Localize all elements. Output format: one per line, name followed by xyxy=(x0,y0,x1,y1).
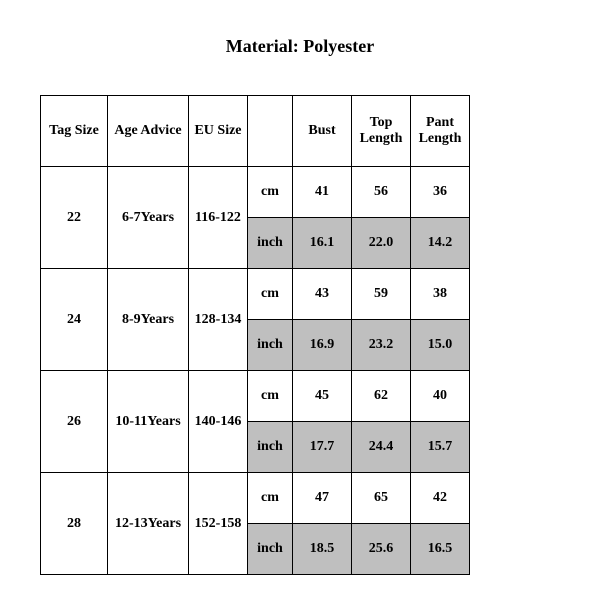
cell-top-inch: 24.4 xyxy=(352,422,411,473)
cell-tag: 24 xyxy=(41,269,108,371)
cell-top-cm: 56 xyxy=(352,167,411,218)
cell-unit-inch: inch xyxy=(248,320,293,371)
cell-pant-cm: 36 xyxy=(411,167,470,218)
cell-bust-cm: 47 xyxy=(293,473,352,524)
cell-pant-inch: 14.2 xyxy=(411,218,470,269)
cell-top-inch: 25.6 xyxy=(352,524,411,575)
cell-top-cm: 59 xyxy=(352,269,411,320)
cell-bust-inch: 18.5 xyxy=(293,524,352,575)
cell-bust-inch: 16.9 xyxy=(293,320,352,371)
cell-tag: 26 xyxy=(41,371,108,473)
title: Material: Polyester xyxy=(0,36,600,57)
cell-bust-cm: 41 xyxy=(293,167,352,218)
header-tag-size: Tag Size xyxy=(41,96,108,167)
cell-unit-inch: inch xyxy=(248,218,293,269)
cell-eu: 152-158 xyxy=(189,473,248,575)
cell-unit-cm: cm xyxy=(248,269,293,320)
cell-eu: 140-146 xyxy=(189,371,248,473)
cell-pant-inch: 15.0 xyxy=(411,320,470,371)
header-pant-length: Pant Length xyxy=(411,96,470,167)
cell-age: 10-11Years xyxy=(108,371,189,473)
header-top-length: Top Length xyxy=(352,96,411,167)
cell-top-inch: 23.2 xyxy=(352,320,411,371)
cell-top-cm: 62 xyxy=(352,371,411,422)
cell-pant-inch: 16.5 xyxy=(411,524,470,575)
header-age-advice: Age Advice xyxy=(108,96,189,167)
cell-bust-cm: 45 xyxy=(293,371,352,422)
table-row: 22 6-7Years 116-122 cm 41 56 36 xyxy=(41,167,470,218)
header-row: Tag Size Age Advice EU Size Bust Top Len… xyxy=(41,96,470,167)
header-eu-size: EU Size xyxy=(189,96,248,167)
table-row: 26 10-11Years 140-146 cm 45 62 40 xyxy=(41,371,470,422)
cell-unit-inch: inch xyxy=(248,524,293,575)
header-bust: Bust xyxy=(293,96,352,167)
cell-pant-cm: 38 xyxy=(411,269,470,320)
size-chart-table: Tag Size Age Advice EU Size Bust Top Len… xyxy=(40,95,470,575)
cell-top-cm: 65 xyxy=(352,473,411,524)
cell-top-inch: 22.0 xyxy=(352,218,411,269)
cell-pant-cm: 42 xyxy=(411,473,470,524)
cell-bust-cm: 43 xyxy=(293,269,352,320)
cell-unit-cm: cm xyxy=(248,167,293,218)
cell-pant-cm: 40 xyxy=(411,371,470,422)
cell-tag: 28 xyxy=(41,473,108,575)
header-unit xyxy=(248,96,293,167)
cell-unit-cm: cm xyxy=(248,371,293,422)
table-row: 28 12-13Years 152-158 cm 47 65 42 xyxy=(41,473,470,524)
cell-tag: 22 xyxy=(41,167,108,269)
cell-unit-cm: cm xyxy=(248,473,293,524)
cell-unit-inch: inch xyxy=(248,422,293,473)
cell-bust-inch: 17.7 xyxy=(293,422,352,473)
table-row: 24 8-9Years 128-134 cm 43 59 38 xyxy=(41,269,470,320)
cell-eu: 116-122 xyxy=(189,167,248,269)
cell-eu: 128-134 xyxy=(189,269,248,371)
cell-bust-inch: 16.1 xyxy=(293,218,352,269)
cell-age: 8-9Years xyxy=(108,269,189,371)
cell-age: 12-13Years xyxy=(108,473,189,575)
cell-age: 6-7Years xyxy=(108,167,189,269)
cell-pant-inch: 15.7 xyxy=(411,422,470,473)
